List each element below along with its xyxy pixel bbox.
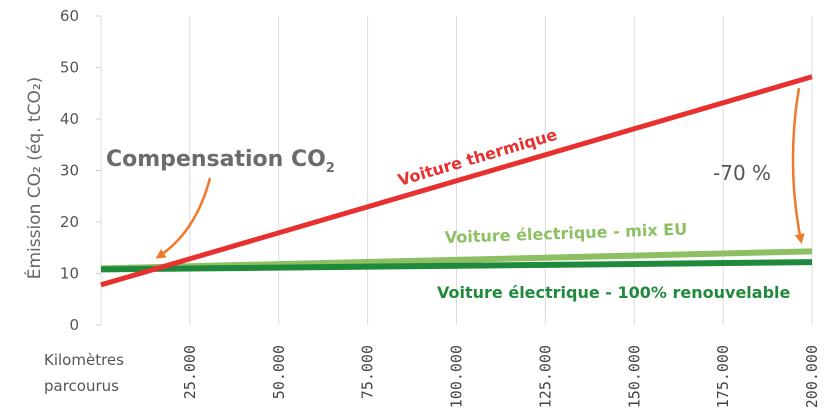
compensation-annotation: Compensation CO2: [106, 147, 335, 176]
x-tick-label: 200.000: [803, 345, 821, 408]
reduction-arrow: [791, 87, 805, 244]
series-line-thermique: [100, 74, 813, 288]
y-axis-label: Émission CO₂ (éq. tCO₂): [23, 77, 45, 280]
y-tick-label: 50: [60, 59, 79, 77]
series-label-mix-eu: Voiture électrique - mix EU: [444, 220, 687, 247]
y-axis: 0 10 20 30 40 50 60: [60, 7, 101, 334]
series-lines: [100, 74, 813, 288]
compensation-arrow: [155, 177, 212, 259]
x-axis-label-line1: Kilomètres: [44, 351, 124, 369]
x-tick-label: 125.000: [536, 345, 554, 408]
y-tick-label: 60: [60, 7, 79, 25]
reduction-annotation: -70 %: [713, 161, 771, 185]
x-tick-label: 100.000: [448, 345, 466, 408]
x-tick-label: 175.000: [714, 345, 732, 408]
x-axis-label-line2: parcourus: [44, 377, 119, 395]
series-line-renouvelable: [100, 259, 813, 273]
series-label-renouvelable: Voiture électrique - 100% renouvelable: [437, 283, 791, 302]
y-tick-label: 20: [60, 213, 79, 231]
x-tick-label: 25.000: [181, 345, 199, 399]
y-tick-label: 30: [60, 162, 79, 180]
y-tick-label: 10: [60, 265, 79, 283]
x-axis: 25.000 50.000 75.000 100.000 125.000 150.000 1…: [181, 345, 821, 408]
x-tick-label: 50.000: [270, 345, 288, 399]
y-tick-label: 40: [60, 110, 79, 128]
x-tick-label: 75.000: [359, 345, 377, 399]
compensation-subscript: 2: [326, 161, 335, 176]
y-tick-label: 0: [69, 316, 79, 334]
grid: [100, 16, 813, 325]
x-tick-label: 150.000: [625, 345, 643, 408]
